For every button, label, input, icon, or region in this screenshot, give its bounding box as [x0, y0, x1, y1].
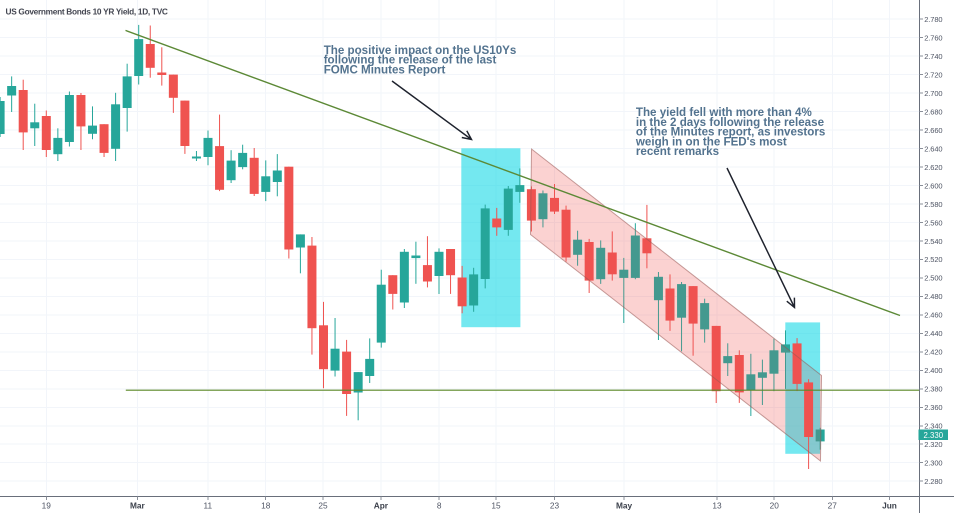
svg-text:2.360: 2.360: [924, 403, 942, 412]
svg-text:Jun: Jun: [882, 501, 897, 511]
svg-text:in the 2 days following the re: in the 2 days following the release: [636, 116, 825, 129]
svg-text:Mar: Mar: [130, 501, 146, 511]
svg-text:2.720: 2.720: [924, 70, 942, 79]
svg-text:2.300: 2.300: [924, 459, 942, 468]
svg-text:2.520: 2.520: [924, 255, 942, 264]
svg-text:25: 25: [318, 501, 328, 511]
svg-text:11: 11: [203, 501, 212, 511]
svg-text:19: 19: [42, 501, 52, 511]
svg-text:2.460: 2.460: [924, 311, 942, 320]
svg-text:2.320: 2.320: [924, 440, 942, 449]
svg-text:2.440: 2.440: [924, 329, 942, 338]
svg-text:2.740: 2.740: [924, 52, 942, 61]
svg-text:2.540: 2.540: [924, 237, 942, 246]
svg-text:2.640: 2.640: [924, 144, 942, 153]
svg-text:2.780: 2.780: [924, 15, 942, 24]
svg-text:2.700: 2.700: [924, 89, 942, 98]
svg-text:2.760: 2.760: [924, 34, 942, 43]
svg-text:2.500: 2.500: [924, 274, 942, 283]
svg-text:13: 13: [712, 501, 722, 511]
svg-text:2.400: 2.400: [924, 366, 942, 375]
svg-text:2.620: 2.620: [924, 163, 942, 172]
svg-text:2.680: 2.680: [924, 107, 942, 116]
svg-text:2.480: 2.480: [924, 292, 942, 301]
svg-text:following the release of the l: following the release of the last: [324, 54, 497, 67]
svg-text:8: 8: [437, 501, 442, 511]
svg-text:Apr: Apr: [374, 501, 389, 511]
svg-text:May: May: [616, 501, 633, 511]
svg-text:2.580: 2.580: [924, 200, 942, 209]
svg-text:2.420: 2.420: [924, 348, 942, 357]
svg-text:15: 15: [491, 501, 501, 511]
svg-text:recent remarks: recent remarks: [636, 145, 719, 158]
svg-text:27: 27: [828, 501, 838, 511]
svg-text:of the Minutes report, as inve: of the Minutes report, as investors: [636, 126, 825, 139]
svg-text:The positive impact on the US1: The positive impact on the US10Ys: [324, 44, 517, 57]
svg-text:weigh in on the FED's most: weigh in on the FED's most: [635, 135, 787, 148]
svg-text:2.330: 2.330: [924, 431, 944, 440]
svg-text:2.600: 2.600: [924, 181, 942, 190]
svg-text:2.660: 2.660: [924, 126, 942, 135]
svg-text:The yield fell with more than: The yield fell with more than 4%: [636, 106, 812, 119]
svg-text:2.280: 2.280: [924, 477, 942, 486]
svg-text:US Government Bonds 10 YR Yiel: US Government Bonds 10 YR Yield, 1D, TVC: [6, 7, 168, 17]
svg-text:2.340: 2.340: [924, 422, 942, 431]
svg-text:2.380: 2.380: [924, 385, 942, 394]
svg-text:FOMC Minutes Report: FOMC Minutes Report: [324, 63, 446, 76]
svg-text:2.560: 2.560: [924, 218, 942, 227]
svg-text:18: 18: [261, 501, 271, 511]
svg-text:23: 23: [550, 501, 560, 511]
svg-text:20: 20: [770, 501, 780, 511]
